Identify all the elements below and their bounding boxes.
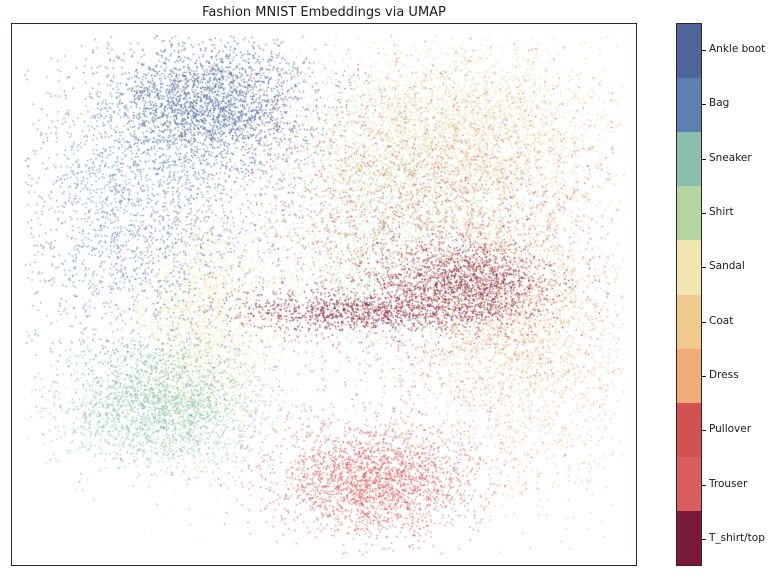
colorbar-band: [677, 240, 701, 295]
colorbar-band: [677, 186, 701, 241]
colorbar-tick-label: Bag: [709, 97, 730, 110]
colorbar-tick-label: Ankle boot: [709, 43, 766, 56]
scatter-points: [12, 24, 636, 565]
colorbar-tick-mark: [702, 50, 706, 52]
colorbar-band: [677, 402, 701, 457]
colorbar-band: [677, 132, 701, 187]
colorbar-band: [677, 510, 701, 565]
colorbar-tick-mark: [702, 430, 706, 432]
colorbar-tick-label: T_shirt/top: [709, 531, 765, 544]
colorbar-tick-mark: [702, 267, 706, 269]
colorbar-tick-mark: [702, 321, 706, 323]
colorbar-tick-label: Trouser: [709, 477, 748, 490]
scatter-plot-area: [11, 23, 637, 566]
colorbar-tick-mark: [702, 158, 706, 160]
colorbar-band: [677, 294, 701, 349]
colorbar-band: [677, 78, 701, 133]
colorbar-tick-mark: [702, 538, 706, 540]
colorbar: [676, 23, 702, 566]
colorbar-tick-label: Shirt: [709, 206, 734, 219]
colorbar-tick-label: Sneaker: [709, 151, 752, 164]
chart-title: Fashion MNIST Embeddings via UMAP: [202, 5, 446, 20]
colorbar-ticks: T_shirt/top Trouser Pullover Dress Coat Sanda…: [702, 23, 769, 566]
colorbar-tick-label: Sandal: [709, 260, 745, 273]
colorbar-tick-mark: [702, 375, 706, 377]
colorbar-tick-label: Coat: [709, 314, 734, 327]
colorbar-tick-mark: [702, 104, 706, 106]
colorbar-bands: [677, 24, 701, 565]
colorbar-tick-mark: [702, 484, 706, 486]
colorbar-tick-label: Dress: [709, 368, 739, 381]
colorbar-tick-mark: [702, 213, 706, 215]
colorbar-band: [677, 456, 701, 511]
colorbar-band: [677, 348, 701, 403]
colorbar-tick-label: Pullover: [709, 423, 752, 436]
colorbar-band: [677, 24, 701, 79]
